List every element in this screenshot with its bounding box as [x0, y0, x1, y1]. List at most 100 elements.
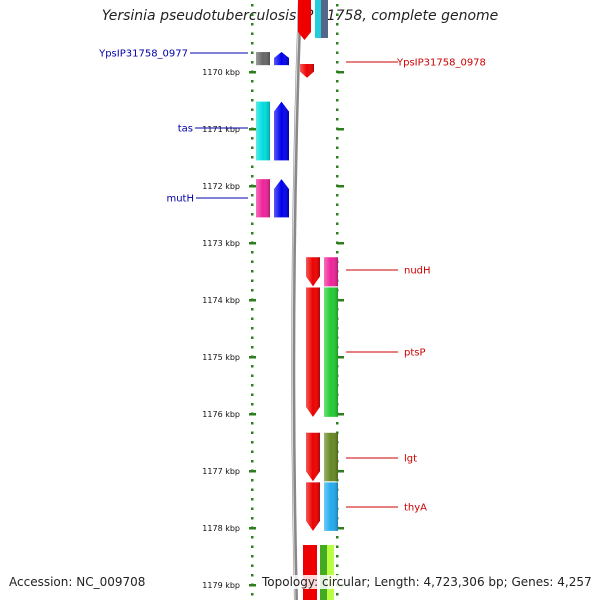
gene-label[interactable]: YpsIP31758_0977 — [98, 49, 188, 60]
ruler-tick-label: 1178 kbp — [202, 524, 240, 533]
ruler-dot-left — [251, 146, 254, 149]
ruler-tick-label: 1173 kbp — [202, 239, 240, 248]
ruler-tick-right — [337, 356, 344, 359]
ruler-dot-right — [336, 118, 339, 121]
gene-label[interactable]: YpsIP31758_0978 — [396, 58, 486, 69]
ruler-dot-left — [251, 61, 254, 64]
gene-label[interactable]: thyA — [404, 503, 427, 514]
gene-arrow-minus-shade — [274, 52, 289, 66]
gene-YpsIP31758_0978[interactable] — [300, 64, 314, 78]
gene-label[interactable]: tas — [178, 124, 193, 135]
cog-box-shade — [324, 287, 338, 417]
gene-arrow-plus-shade — [300, 64, 314, 78]
ruler-dot-right — [336, 156, 339, 159]
ruler-dot-left — [251, 431, 254, 434]
ruler-dot-left — [251, 545, 254, 548]
gene-ptsP[interactable] — [306, 287, 338, 417]
ruler-dot-left — [251, 393, 254, 396]
ruler-tick-right — [337, 413, 344, 416]
ruler-tick-label: 1179 kbp — [202, 581, 240, 590]
ruler-dot-left — [251, 23, 254, 26]
ruler-tick-left — [249, 470, 256, 473]
gene-mutH[interactable] — [256, 179, 289, 218]
ruler-dot-left — [251, 194, 254, 197]
ruler-dot-right — [336, 4, 339, 7]
ruler-dot-left — [251, 403, 254, 406]
ruler-dot-right — [336, 431, 339, 434]
ruler-dot-left — [251, 279, 254, 282]
cog-box-shade — [324, 257, 338, 287]
ruler-dot-left — [251, 507, 254, 510]
gene-label[interactable]: lgt — [404, 454, 417, 465]
ruler-tick-right — [337, 185, 344, 188]
ruler-dot-left — [251, 156, 254, 159]
bottom-edge-cog-lime — [327, 545, 334, 600]
ruler-dot-left — [251, 213, 254, 216]
ruler-dot-right — [336, 194, 339, 197]
gene-thyA[interactable] — [306, 482, 338, 531]
ruler-dot-left — [251, 422, 254, 425]
ruler-dot-right — [336, 593, 339, 596]
top-edge-gene-red-tip — [298, 32, 311, 40]
ruler-dot-right — [336, 555, 339, 558]
ruler-tick-right — [337, 71, 344, 74]
ruler-tick-left — [249, 242, 256, 245]
ruler-tick-right — [337, 242, 344, 245]
ruler-tick-label: 1174 kbp — [202, 296, 240, 305]
ruler-dot-left — [251, 165, 254, 168]
ruler-dot-left — [251, 175, 254, 178]
gene-YpsIP31758_0977[interactable] — [256, 52, 289, 66]
ruler: 1170 kbp 1171 kbp 1172 kbp 1173 kbp 1174 kbp… — [202, 4, 344, 596]
ruler-dot-left — [251, 317, 254, 320]
gene-tas[interactable] — [256, 101, 289, 161]
ruler-tick-left — [249, 128, 256, 131]
ruler-dot-left — [251, 32, 254, 35]
ruler-dot-left — [251, 460, 254, 463]
ruler-dot-left — [251, 251, 254, 254]
gene-label[interactable]: ptsP — [404, 348, 426, 359]
ruler-tick-label: 1177 kbp — [202, 467, 240, 476]
ruler-tick-label: 1171 kbp — [202, 125, 240, 134]
ruler-dot-right — [336, 13, 339, 16]
ruler-tick-left — [249, 185, 256, 188]
gene-label[interactable]: mutH — [166, 194, 194, 205]
ruler-dot-right — [336, 564, 339, 567]
ruler-tick-label: 1170 kbp — [202, 68, 240, 77]
ruler-dot-right — [336, 232, 339, 235]
ruler-dot-left — [251, 517, 254, 520]
ruler-tick-label: 1176 kbp — [202, 410, 240, 419]
ruler-dot-left — [251, 108, 254, 111]
ruler-dot-right — [336, 251, 339, 254]
top-edge-cog-slate — [321, 0, 328, 38]
ruler-tick-label: 1172 kbp — [202, 182, 240, 191]
ruler-dot-right — [336, 80, 339, 83]
gene-lgt[interactable] — [306, 432, 338, 482]
ruler-dot-right — [336, 222, 339, 225]
cog-box-shade — [256, 101, 270, 161]
gene-label[interactable]: nudH — [404, 266, 431, 277]
ruler-dot-left — [251, 365, 254, 368]
ruler-dot-right — [336, 213, 339, 216]
ruler-tick-left — [249, 299, 256, 302]
ruler-dot-left — [251, 232, 254, 235]
ruler-dot-left — [251, 593, 254, 596]
gene-arrow-plus-shade — [306, 482, 320, 531]
ruler-dot-left — [251, 308, 254, 311]
gene-nudH[interactable] — [306, 257, 338, 287]
ruler-dot-right — [336, 175, 339, 178]
ruler-tick-left — [249, 413, 256, 416]
cog-box-shade — [256, 179, 270, 218]
ruler-dot-left — [251, 289, 254, 292]
ruler-tick-left — [249, 356, 256, 359]
ruler-dot-left — [251, 479, 254, 482]
ruler-dot-left — [251, 80, 254, 83]
ruler-dot-left — [251, 441, 254, 444]
ruler-tick-right — [337, 527, 344, 530]
ruler-dot-left — [251, 51, 254, 54]
ruler-dot-left — [251, 336, 254, 339]
backbone-arc — [291, 0, 302, 600]
ruler-dot-right — [336, 99, 339, 102]
ruler-dot-right — [336, 23, 339, 26]
